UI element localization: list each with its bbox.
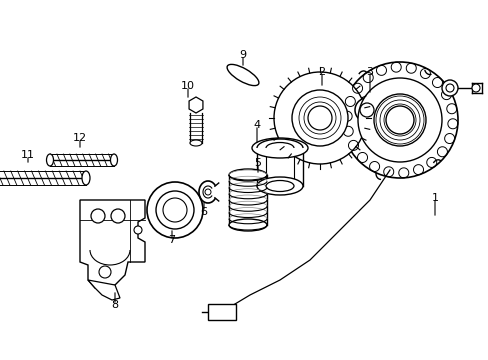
Circle shape: [291, 90, 347, 146]
Ellipse shape: [228, 219, 266, 231]
Ellipse shape: [228, 169, 266, 181]
Text: 9: 9: [239, 50, 246, 60]
Circle shape: [99, 266, 111, 278]
Circle shape: [471, 84, 479, 92]
Text: 1: 1: [430, 193, 438, 203]
Circle shape: [385, 106, 413, 134]
Text: 8: 8: [111, 300, 118, 310]
Ellipse shape: [251, 138, 307, 158]
Text: 11: 11: [21, 150, 35, 160]
Circle shape: [441, 80, 457, 96]
Circle shape: [204, 189, 210, 195]
Ellipse shape: [82, 171, 90, 185]
Circle shape: [147, 182, 203, 238]
Text: 5: 5: [254, 158, 261, 168]
Text: 6: 6: [200, 207, 207, 217]
Text: 10: 10: [181, 81, 195, 91]
Ellipse shape: [190, 140, 202, 146]
Circle shape: [445, 84, 453, 92]
Circle shape: [111, 209, 125, 223]
Polygon shape: [189, 97, 203, 113]
Polygon shape: [88, 280, 120, 300]
Circle shape: [273, 72, 365, 164]
Text: 7: 7: [168, 235, 175, 245]
Circle shape: [359, 103, 373, 117]
Text: 12: 12: [73, 133, 87, 143]
Circle shape: [341, 62, 457, 178]
Ellipse shape: [226, 64, 258, 86]
Text: 4: 4: [253, 120, 260, 130]
Circle shape: [156, 191, 194, 229]
Circle shape: [163, 198, 186, 222]
Ellipse shape: [46, 154, 53, 166]
Ellipse shape: [110, 154, 117, 166]
Ellipse shape: [265, 180, 293, 192]
Circle shape: [354, 98, 378, 122]
Polygon shape: [207, 304, 236, 320]
Text: 2: 2: [318, 67, 325, 77]
Polygon shape: [80, 200, 145, 288]
Text: 3: 3: [366, 67, 373, 77]
Circle shape: [307, 106, 331, 130]
Ellipse shape: [257, 177, 303, 195]
Circle shape: [373, 94, 425, 146]
Circle shape: [91, 209, 105, 223]
Circle shape: [134, 226, 142, 234]
Circle shape: [357, 78, 441, 162]
